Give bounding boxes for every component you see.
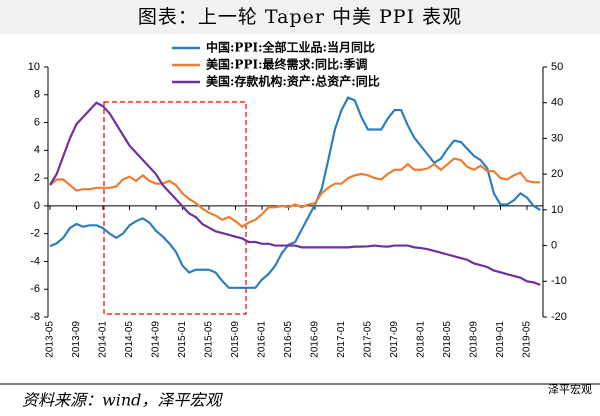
x-tick-label: 2016-05: [283, 321, 294, 358]
chart-title: 图表：上一轮 Taper 中美 PPI 表观: [138, 6, 462, 28]
y-tick-label: -8: [30, 311, 40, 323]
y-tick-label: 6: [34, 116, 40, 128]
y-tick-label: -4: [30, 255, 40, 267]
x-tick-label: 2018-05: [442, 321, 453, 358]
x-tick-label: 2017-01: [336, 321, 347, 358]
y-tick-label: 4: [34, 144, 40, 156]
x-tick-label: 2015-05: [204, 321, 215, 358]
series-line: [49, 101, 541, 286]
y2-tick-label: 0: [551, 239, 557, 251]
y2-tick-label: 30: [551, 132, 563, 144]
y-tick-label: 2: [34, 172, 40, 184]
highlight-box: [103, 101, 247, 315]
y2-tick-label: -20: [551, 311, 567, 323]
x-tick-label: 2014-05: [124, 321, 135, 358]
x-tick-label: 2019-05: [522, 321, 533, 358]
y2-tick-label: 10: [551, 204, 563, 216]
y2-tick-label: 40: [551, 97, 563, 109]
source-note: 资料来源：wind，泽平宏观: [22, 391, 223, 410]
y2-tick-label: 50: [551, 61, 563, 73]
legend-label: 美国:存款机构:资产:总资产:同比: [206, 74, 380, 89]
x-tick-label: 2018-01: [416, 321, 427, 358]
x-tick-label: 2019-01: [495, 321, 506, 358]
y-tick-label: -6: [30, 283, 40, 295]
y-tick-label: 8: [34, 89, 40, 101]
x-tick-label: 2017-09: [389, 321, 400, 358]
y-tick-label: 0: [34, 200, 40, 212]
y-tick-label: -2: [30, 228, 40, 240]
x-tick-label: 2014-09: [151, 321, 162, 358]
y-tick-label: 10: [28, 61, 40, 73]
x-tick-label: 2016-09: [310, 321, 321, 358]
x-tick-label: 2017-05: [363, 321, 374, 358]
y2-tick-label: 20: [551, 168, 563, 180]
legend-label: 美国:PPI:最终需求:同比:季调: [206, 57, 367, 72]
x-tick-label: 2013-05: [45, 321, 56, 358]
legend-label: 中国:PPI:全部工业品:当月同比: [206, 40, 375, 55]
x-tick-label: 2018-09: [469, 321, 480, 358]
series-line: [49, 96, 541, 289]
watermark: 泽平宏观: [548, 382, 592, 396]
title-bar: [0, 0, 600, 34]
x-tick-label: 2013-09: [71, 321, 82, 358]
x-tick-label: 2014-01: [98, 321, 109, 358]
y2-tick-label: -10: [551, 275, 567, 287]
x-tick-label: 2015-09: [230, 321, 241, 358]
series-line: [49, 157, 541, 229]
x-tick-label: 2015-01: [177, 321, 188, 358]
x-tick-label: 2016-01: [257, 321, 268, 358]
